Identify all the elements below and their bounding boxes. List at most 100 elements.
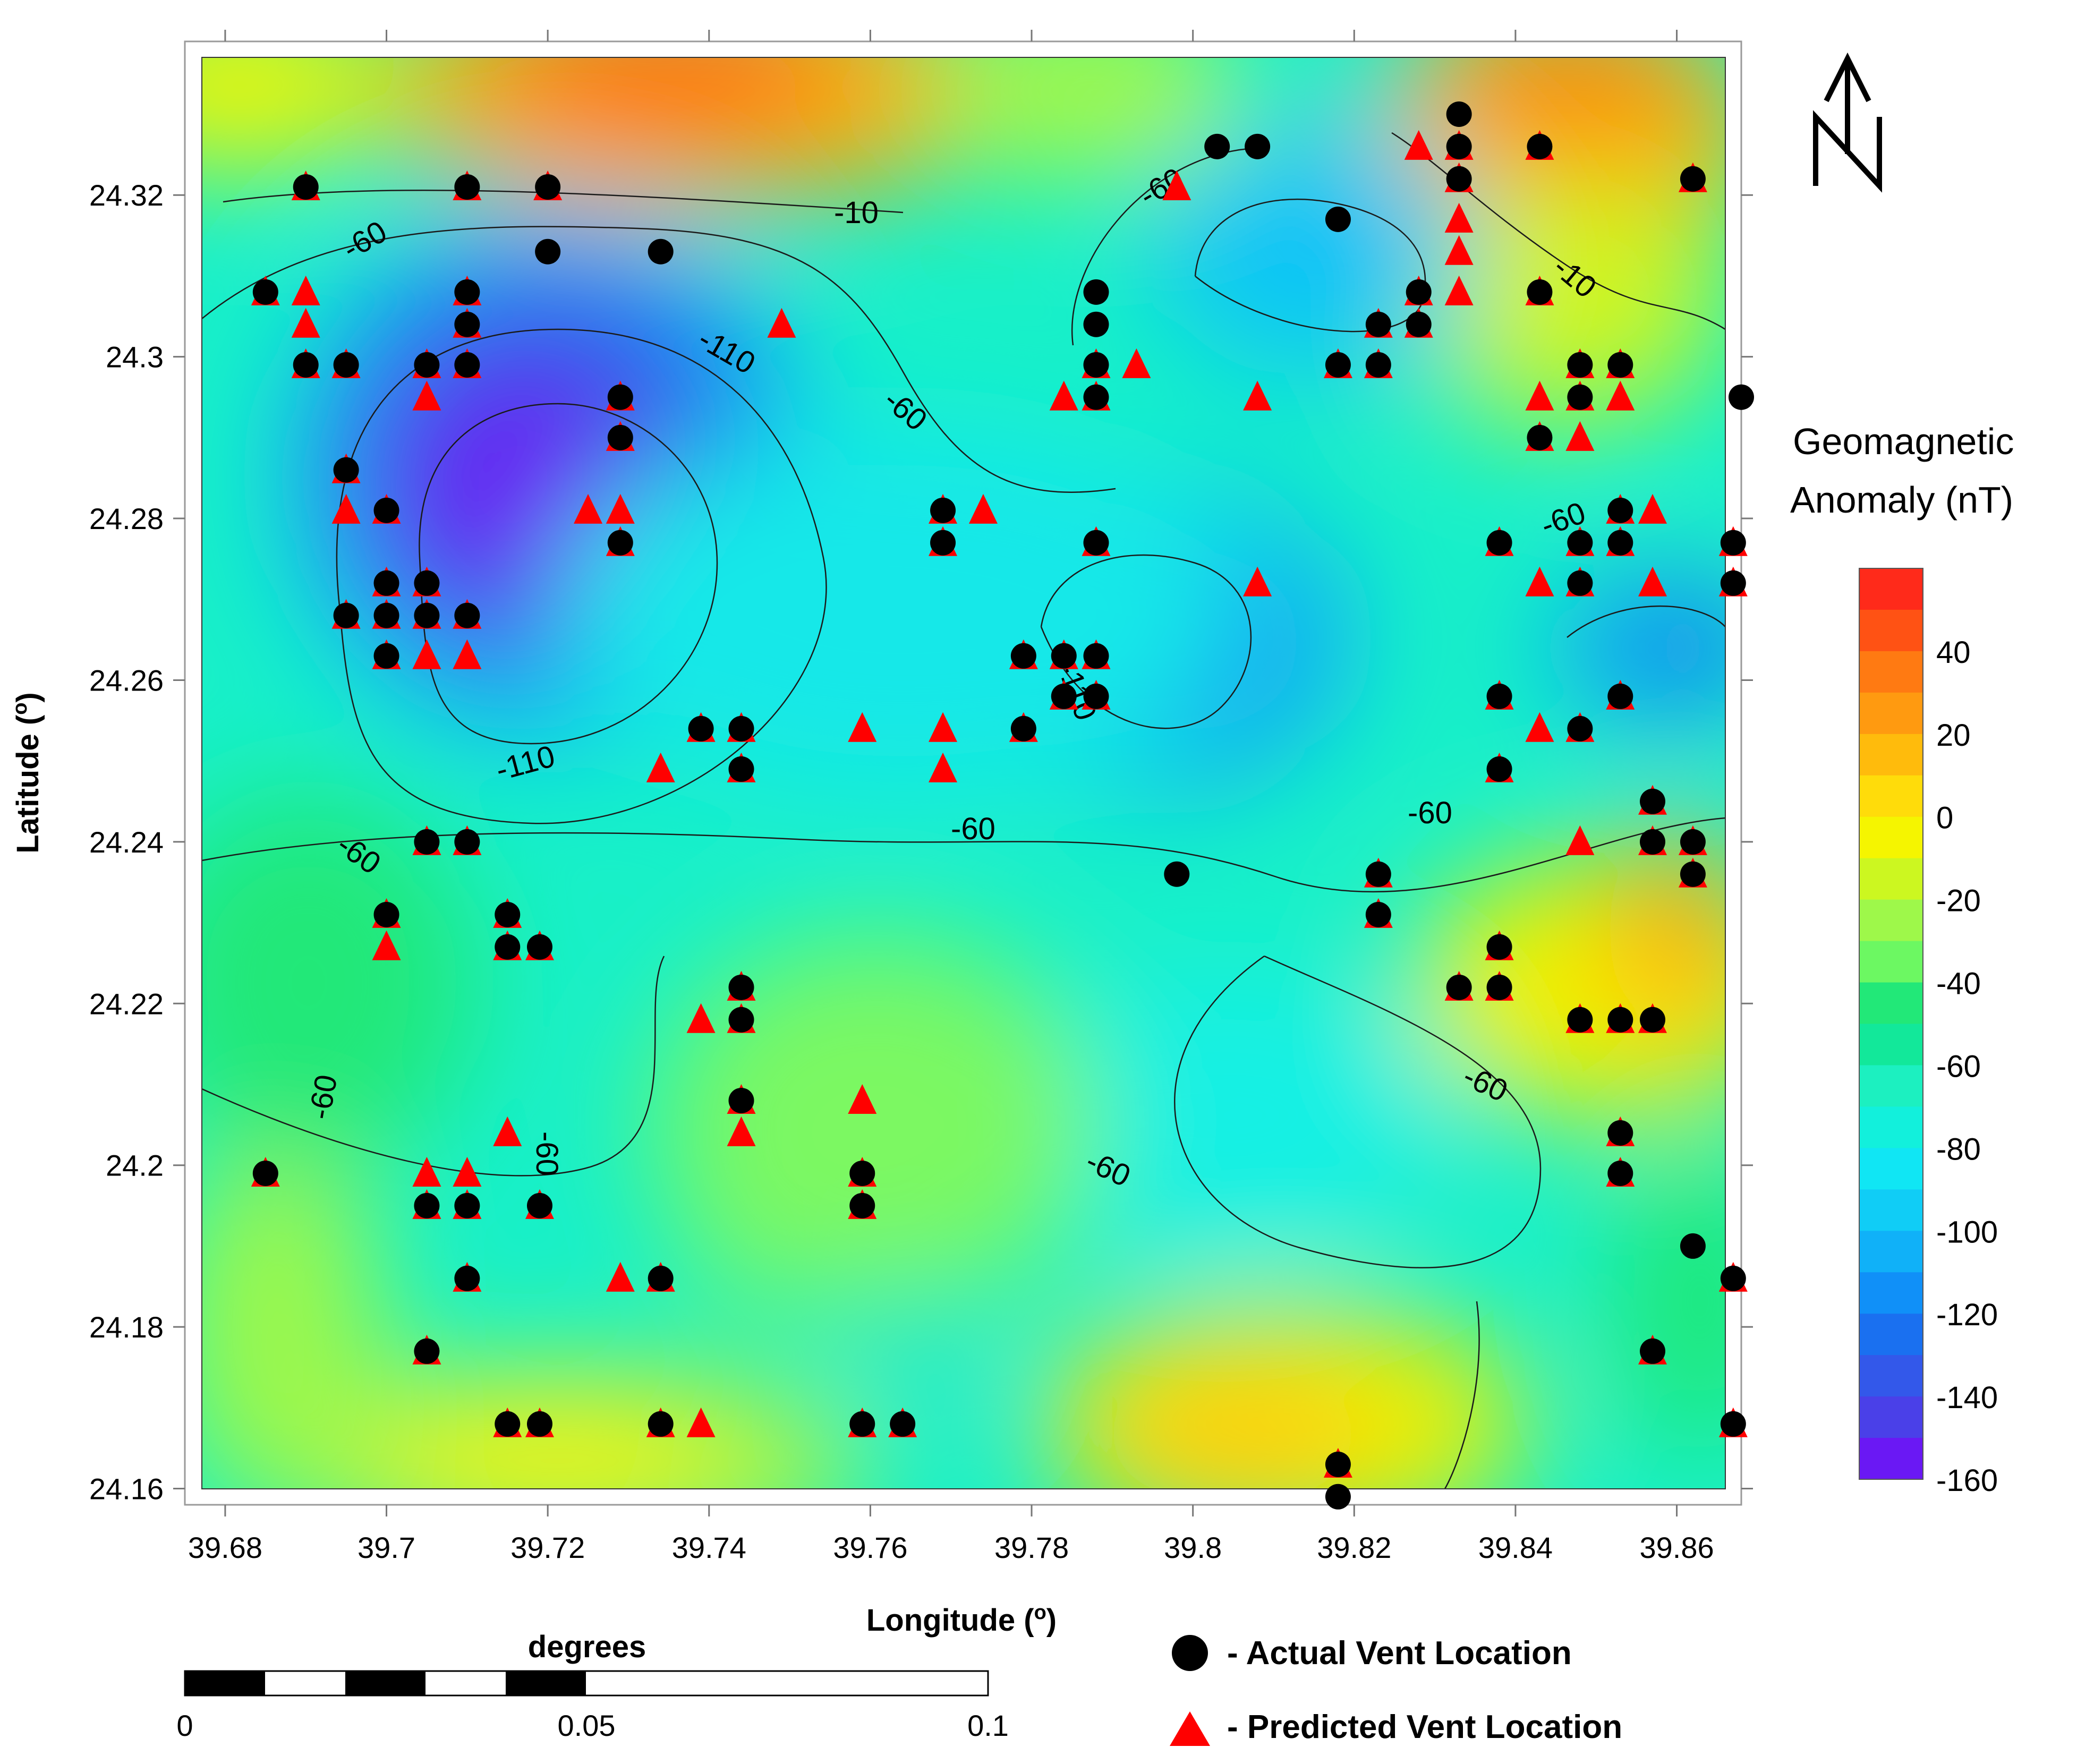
actual-vent-marker <box>414 829 440 855</box>
colorbar-swatch <box>1859 1314 1923 1356</box>
actual-vent-marker <box>373 497 399 523</box>
colorbar-swatch <box>1859 941 1923 983</box>
actual-vent-marker <box>607 384 633 410</box>
actual-vent-marker <box>373 570 399 596</box>
colorbar-swatch <box>1859 982 1923 1024</box>
predicted-vent-marker <box>1565 825 1595 855</box>
scale-bar-unit: degrees <box>528 1630 646 1664</box>
actual-vent-marker <box>373 643 399 669</box>
actual-vent-marker <box>1051 683 1077 709</box>
y-axis-title: Latitude (o) <box>9 692 45 854</box>
actual-vent-marker <box>1365 861 1391 887</box>
actual-vent-marker <box>454 279 480 305</box>
y-tick-label: 24.22 <box>89 987 164 1020</box>
predicted-vent-marker <box>453 1156 482 1187</box>
actual-vent-marker <box>454 174 480 200</box>
predicted-vent-marker <box>767 308 796 338</box>
scale-bar-label-0: 0 <box>176 1709 193 1742</box>
actual-vent-marker <box>728 715 754 742</box>
actual-vent-marker <box>1527 133 1553 159</box>
colorbar-swatch <box>1859 692 1923 735</box>
actual-vent-marker <box>607 530 633 556</box>
actual-vent-marker <box>526 934 552 960</box>
colorbar-swatch <box>1859 1231 1923 1273</box>
predicted-vent-marker <box>646 752 675 782</box>
actual-vent-marker <box>1527 424 1553 450</box>
actual-vent-marker <box>454 1192 480 1218</box>
predicted-vent-marker <box>1525 712 1554 742</box>
legend-predicted-label: - Predicted Vent Location <box>1227 1709 1622 1745</box>
actual-vent-marker <box>333 457 359 483</box>
actual-vent-marker <box>1083 352 1109 378</box>
predicted-vent-marker <box>1565 421 1595 451</box>
colorbar-label: -40 <box>1936 967 1981 1001</box>
predicted-vent-marker <box>1243 566 1272 596</box>
plot-area-border <box>201 57 1726 1489</box>
legend-actual-label: - Actual Vent Location <box>1227 1635 1572 1672</box>
actual-vent-marker <box>1245 133 1271 159</box>
actual-vent-marker <box>373 901 399 927</box>
actual-vent-marker <box>1729 384 1754 410</box>
colorbar-swatch <box>1859 1024 1923 1066</box>
actual-vent-marker <box>495 901 521 927</box>
actual-vent-marker <box>535 238 561 265</box>
colorbar-label: -140 <box>1936 1380 1998 1415</box>
actual-vent-marker <box>1567 384 1593 410</box>
colorbar-swatch <box>1859 1189 1923 1231</box>
predicted-vent-marker <box>1525 380 1554 411</box>
colorbar-label: -100 <box>1936 1215 1998 1249</box>
colorbar-label: 20 <box>1936 718 1971 753</box>
contour-label: -60 <box>530 1131 564 1176</box>
actual-vent-marker <box>414 602 440 628</box>
actual-vent-marker <box>1365 311 1391 337</box>
predicted-vent-marker <box>1243 380 1272 411</box>
actual-vent-marker <box>930 497 956 523</box>
actual-vent-marker <box>1164 861 1190 887</box>
colorbar-label: -120 <box>1936 1298 1998 1332</box>
contour-label: -60 <box>1408 796 1452 830</box>
north-arrow: N <box>1813 52 1882 193</box>
x-tick-label: 39.84 <box>1478 1531 1553 1564</box>
actual-vent-marker <box>688 715 714 742</box>
predicted-vent-marker <box>606 1262 635 1292</box>
y-tick-label: 24.16 <box>89 1472 164 1506</box>
predicted-vent-marker <box>929 712 958 742</box>
actual-vent-marker <box>1680 1233 1706 1259</box>
contour-label: -10 <box>834 195 879 230</box>
colorbar-swatch <box>1859 775 1923 817</box>
actual-vent-marker <box>728 756 754 782</box>
actual-vent-marker <box>414 1338 440 1364</box>
predicted-vent-marker <box>686 1407 716 1437</box>
actual-vent-marker <box>607 424 633 450</box>
actual-vent-marker <box>1680 861 1706 887</box>
actual-vent-marker <box>1083 311 1109 337</box>
actual-vents <box>252 101 1754 1510</box>
actual-vent-marker <box>454 311 480 337</box>
actual-vent-marker <box>1083 683 1109 709</box>
predicted-vent-marker <box>727 1116 756 1146</box>
actual-vent-marker <box>1325 1451 1351 1477</box>
actual-vent-marker <box>1446 974 1472 1000</box>
contour-label: -60 <box>302 1072 344 1122</box>
x-axis: 39.68 39.7 39.72 39.74 39.76 39.78 39.8 39.82 39… <box>188 30 1714 1564</box>
actual-vent-marker <box>1567 570 1593 596</box>
actual-vent-marker <box>1607 497 1633 523</box>
actual-vent-marker <box>1010 643 1036 669</box>
predicted-vent-marker <box>1049 380 1078 411</box>
actual-vent-marker <box>526 1192 552 1218</box>
actual-vent-marker <box>1446 166 1472 192</box>
actual-vent-marker <box>1486 683 1512 709</box>
y-tick-label: 24.18 <box>89 1310 164 1344</box>
actual-vent-marker <box>1083 279 1109 305</box>
predicted-vent-marker <box>1444 275 1474 305</box>
scale-bar: degrees 0 0.05 0.1 <box>176 1630 1009 1742</box>
colorbar-swatch <box>1859 1272 1923 1314</box>
scale-bar-label-end: 0.1 <box>967 1709 1009 1742</box>
colorbar-swatch <box>1859 899 1923 942</box>
actual-vent-marker <box>849 1192 875 1218</box>
actual-vent-marker <box>890 1411 916 1437</box>
actual-vent-marker <box>252 1160 278 1186</box>
colorbar-swatch <box>1859 858 1923 900</box>
actual-vent-marker <box>293 174 319 200</box>
colorbar-label: -160 <box>1936 1463 1998 1498</box>
